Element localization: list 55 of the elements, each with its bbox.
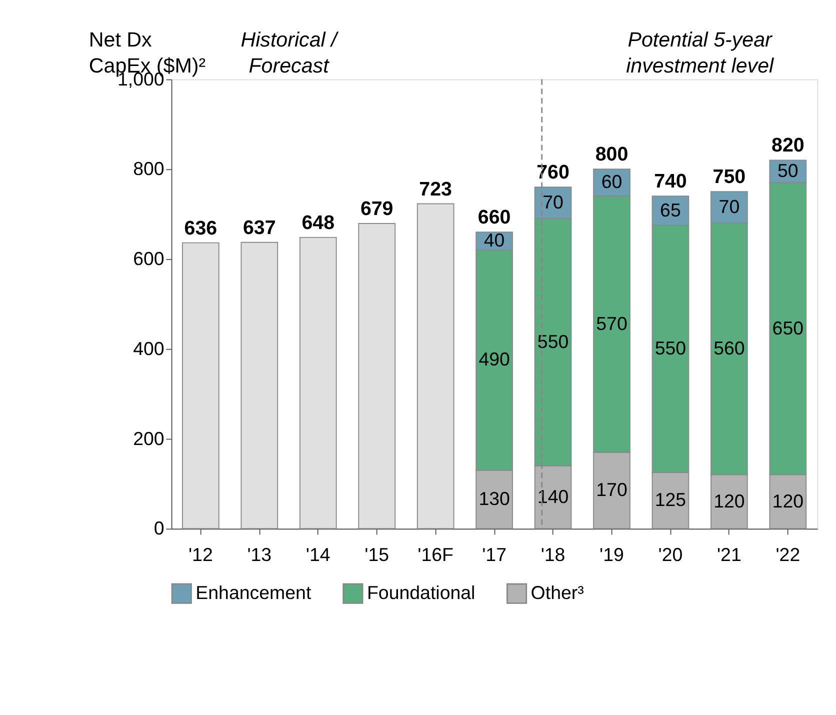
x-tick-label: '20: [658, 544, 683, 565]
data-label: 560: [714, 338, 745, 359]
bar: [416, 203, 454, 530]
data-label: 60: [601, 171, 622, 192]
total-label: 740: [654, 170, 687, 193]
x-tick-label: '14: [306, 544, 330, 565]
x-tick-label: '16F: [418, 544, 454, 565]
total-label: 660: [478, 206, 511, 229]
total-label: 760: [536, 162, 570, 184]
data-label: 679: [360, 198, 394, 220]
data-label: 40: [484, 230, 505, 251]
data-label: 648: [302, 212, 335, 234]
data-label: 550: [537, 330, 569, 352]
legend-label: Other³: [530, 582, 584, 604]
data-label: 120: [772, 490, 804, 512]
bar: [240, 242, 278, 530]
legend-label: Foundational: [366, 582, 476, 604]
bar: [299, 236, 337, 530]
x-tick-label: '21: [716, 544, 742, 565]
total-label: 820: [772, 134, 804, 157]
data-label: 140: [537, 486, 569, 507]
data-label: 50: [778, 160, 798, 182]
data-label: 65: [660, 199, 681, 220]
legend-label: Enhancement: [196, 582, 312, 604]
data-label: 723: [419, 178, 452, 200]
data-label: 650: [772, 317, 804, 338]
y-tick-label: 600: [133, 248, 164, 270]
y-tick-label: 200: [133, 428, 164, 449]
bar: [358, 223, 396, 530]
x-tick-label: '12: [188, 544, 213, 565]
text: Historical / Forecast: [240, 28, 340, 78]
data-label: 70: [542, 191, 564, 212]
x-tick-label: '17: [482, 544, 506, 565]
x-tick-label: '13: [247, 544, 272, 565]
data-label: 120: [714, 490, 745, 512]
bar: [182, 242, 220, 530]
y-tick-label: 400: [133, 338, 164, 359]
text: Potential 5-year investment level: [626, 28, 776, 78]
x-tick-label: '18: [540, 544, 566, 565]
data-label: 170: [596, 479, 628, 500]
total-label: 750: [712, 166, 746, 188]
data-label: 125: [654, 489, 686, 510]
total-label: 800: [595, 144, 628, 166]
y-tick-label: 800: [133, 158, 164, 180]
data-label: 636: [184, 217, 218, 240]
x-tick-label: '19: [600, 544, 624, 565]
data-label: 637: [243, 216, 276, 239]
data-label: 570: [596, 312, 628, 334]
data-label: 70: [718, 196, 740, 217]
data-label: 550: [654, 338, 686, 359]
data-label: 490: [478, 348, 510, 370]
data-label: 130: [478, 488, 510, 510]
x-tick-label: '22: [776, 544, 800, 565]
x-tick-label: '15: [364, 544, 390, 565]
y-tick-label: 0: [154, 518, 164, 539]
